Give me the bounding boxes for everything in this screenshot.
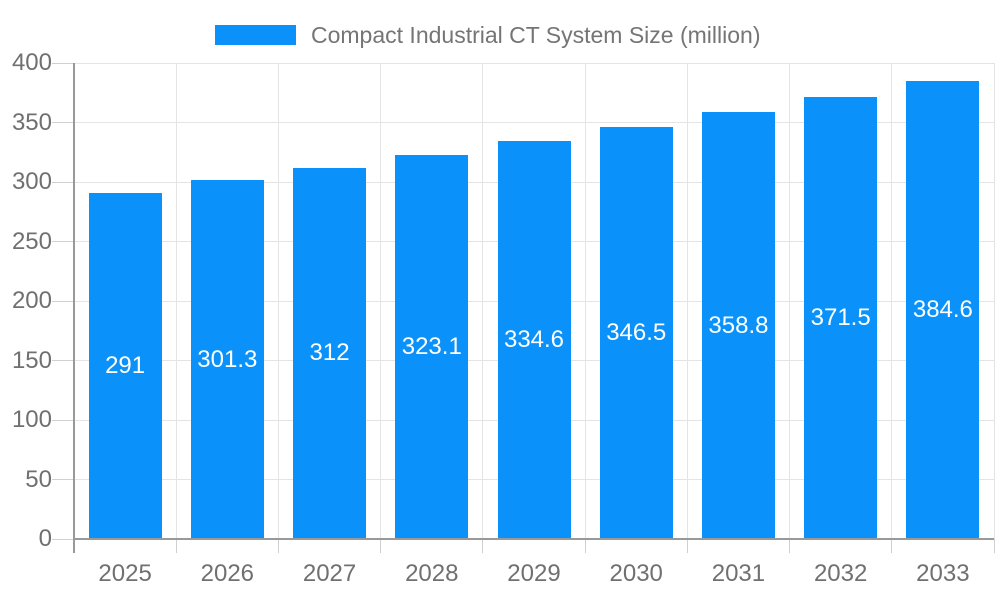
y-axis-tick [52,181,74,183]
y-axis-label: 200 [11,287,52,314]
y-axis-label: 400 [11,49,52,76]
bar-2025[interactable]: 291 [88,192,162,539]
bar-2033[interactable]: 384.6 [906,81,980,539]
bar-value-label: 312 [309,339,350,367]
y-axis-label: 250 [11,227,52,255]
x-axis-tick [175,539,177,553]
x-axis-tick [993,539,995,553]
x-axis-tick [584,539,586,553]
y-axis-tick [52,122,74,123]
y-axis-tick [52,479,74,480]
x-axis-label: 2028 [405,560,459,587]
x-gridline [584,63,586,539]
bar-2027[interactable]: 312 [293,167,367,539]
y-axis-label: 50 [25,465,52,493]
x-axis-label: 2025 [98,560,152,587]
x-gridline [277,63,279,539]
x-axis-tick [686,539,688,553]
bar-value-label: 346.5 [606,318,667,346]
bar-value-label: 358.8 [708,311,769,339]
y-axis-tick [52,538,74,540]
legend-label: Compact Industrial CT System Size (milli… [311,22,761,48]
x-gridline [686,63,688,539]
x-axis-label: 2029 [507,560,561,587]
y-gridline [74,62,994,64]
x-gridline [482,63,484,539]
bar-value-label: 334.6 [503,325,565,353]
x-axis-label: 2031 [711,560,766,587]
x-axis-tick [482,539,484,553]
bar-2030[interactable]: 346.5 [599,126,673,539]
x-axis-tick [891,539,893,553]
y-axis-label: 300 [11,168,52,195]
x-gridline [789,63,791,539]
y-axis-label: 0 [38,525,52,552]
bar-value-label: 371.5 [810,303,871,331]
x-axis-tick [277,539,279,553]
bar-2032[interactable]: 371.5 [804,96,878,539]
x-axis-label: 2030 [609,560,663,587]
x-axis-tick [789,539,791,553]
y-axis-label: 150 [11,346,52,374]
x-axis-label: 2026 [200,560,255,587]
x-axis-label: 2033 [916,560,970,587]
bar-value-label: 384.6 [912,296,973,324]
bar-2028[interactable]: 323.1 [395,154,469,539]
bar-2031[interactable]: 358.8 [701,112,775,539]
x-gridline [891,63,893,539]
bar-value-label: 301.3 [197,345,258,373]
x-axis-label: 2032 [813,560,868,587]
legend-item[interactable]: Compact Industrial CT System Size (milli… [215,22,760,48]
y-axis-label: 350 [11,108,52,136]
x-gridline [175,63,177,539]
x-axis-tick [380,539,382,553]
y-axis-label: 100 [11,406,52,433]
bar-value-label: 323.1 [401,332,462,360]
y-axis-tick [52,300,74,302]
bar-2026[interactable]: 301.3 [190,180,264,539]
y-axis-tick [52,62,74,64]
y-axis-line [73,63,75,553]
x-axis-line [74,538,994,540]
x-gridline [380,63,382,539]
y-axis-tick [52,419,74,421]
x-gridline [993,63,995,539]
y-axis-tick [52,360,74,361]
bar-value-label: 291 [105,351,146,379]
y-axis-tick [52,241,74,242]
x-axis-label: 2027 [302,560,357,587]
bar-2029[interactable]: 334.6 [497,140,571,539]
legend-swatch-icon [215,25,296,45]
